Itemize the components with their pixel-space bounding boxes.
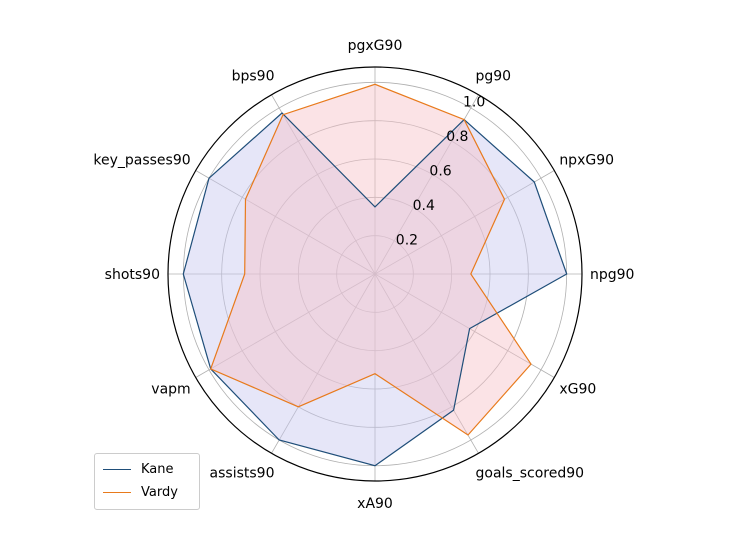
axis-label-vapm: vapm: [151, 382, 190, 398]
legend-swatch-vardy: [103, 491, 131, 493]
axis-labels: 0.2 0.4 0.6 0.8 1.0 npg90 npxG90 pg90 pgxG90 bps9…: [93, 38, 634, 512]
grid-spoke: [374, 170, 555, 275]
radial-tick-label: 0.8: [446, 129, 468, 145]
radial-tick-label: 0.2: [396, 233, 418, 249]
legend: Kane Vardy: [94, 453, 200, 510]
axis-label-xG90: xG90: [559, 382, 596, 398]
grid-spoke: [195, 273, 376, 378]
radial-tick-label: 0.4: [413, 198, 435, 214]
axis-label-xA90: xA90: [357, 496, 393, 512]
polar-frame: [167, 66, 583, 482]
axis-label-npxG90: npxG90: [559, 153, 614, 169]
axis-label-bps90: bps90: [232, 69, 275, 85]
legend-label-kane: Kane: [141, 461, 174, 477]
axis-label-goals-scored90: goals_scored90: [476, 465, 585, 481]
radial-tick-label: 1.0: [463, 95, 485, 111]
series-area-vardy: [210, 84, 531, 436]
grid-spoke: [374, 273, 555, 378]
grid-spoke: [271, 273, 376, 454]
legend-item-kane: Kane: [103, 460, 174, 478]
axis-label-shots90: shots90: [105, 267, 160, 283]
axis-label-key-passes90: key_passes90: [93, 153, 190, 169]
radial-tick-label: 0.6: [429, 164, 451, 180]
axis-label-pg90: pg90: [476, 69, 512, 85]
grid-spoke: [374, 94, 479, 275]
series-line-vardy: [209, 83, 532, 436]
radar-series: [182, 83, 568, 467]
axis-label-assists90: assists90: [210, 465, 275, 481]
axis-label-npg90: npg90: [590, 267, 634, 283]
legend-item-vardy: Vardy: [103, 483, 178, 501]
axis-label-pgxG90: pgxG90: [348, 38, 403, 54]
legend-label-vardy: Vardy: [141, 484, 178, 500]
legend-swatch-kane: [103, 468, 131, 470]
series-area-kane: [183, 113, 567, 466]
grid-spoke: [271, 94, 376, 275]
grid-spoke: [195, 170, 376, 275]
grid-spoke: [374, 273, 479, 454]
